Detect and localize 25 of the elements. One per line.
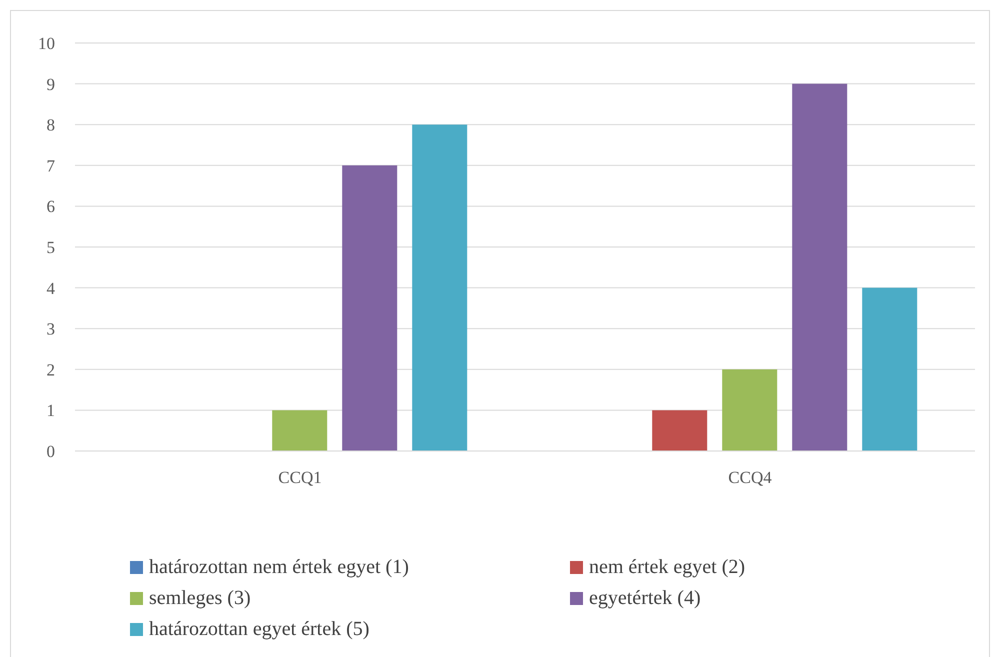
legend-label: egyetértek (4)	[589, 587, 701, 610]
x-tick-label: CCQ4	[728, 468, 772, 488]
y-tick-label: 6	[46, 197, 55, 216]
bar	[792, 84, 848, 451]
bar	[652, 410, 708, 451]
legend-label: határozottan egyet értek (5)	[149, 618, 370, 641]
bar	[722, 369, 778, 451]
y-tick-label: 8	[46, 116, 55, 135]
bar	[342, 165, 398, 451]
y-tick-label: 0	[46, 442, 55, 462]
legend-label: nem értek egyet (2)	[589, 556, 746, 579]
y-tick-label: 3	[46, 320, 55, 339]
bar	[412, 124, 468, 451]
bar	[862, 288, 918, 451]
y-tick-label: 1	[46, 401, 55, 420]
x-tick-label: CCQ1	[278, 468, 322, 488]
y-tick-label: 7	[46, 156, 56, 176]
y-tick-label: 2	[46, 360, 55, 380]
bar	[272, 410, 328, 451]
y-tick-label: 10	[38, 34, 55, 54]
y-tick-label: 5	[46, 238, 55, 258]
legend-label: semleges (3)	[149, 587, 251, 610]
y-tick-label: 4	[46, 278, 56, 298]
legend-label: határozottan nem értek egyet (1)	[149, 556, 409, 579]
y-tick-label: 9	[46, 74, 55, 94]
